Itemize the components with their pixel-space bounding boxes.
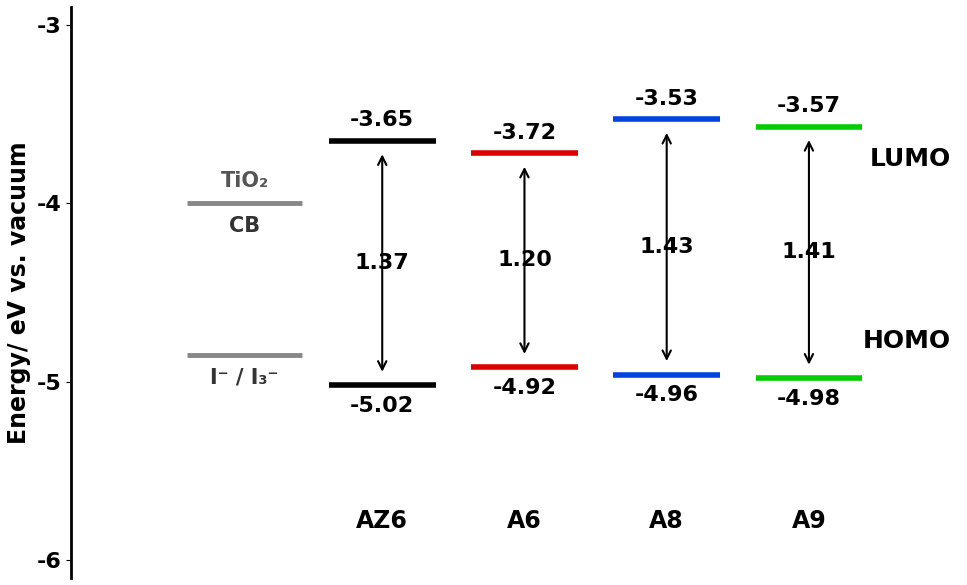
- Text: CB: CB: [229, 216, 260, 236]
- Text: A8: A8: [649, 510, 684, 534]
- Text: -4.98: -4.98: [777, 389, 841, 409]
- Text: -3.72: -3.72: [492, 123, 556, 143]
- Text: A6: A6: [507, 510, 542, 534]
- Text: LUMO: LUMO: [870, 147, 952, 171]
- Text: 1.37: 1.37: [355, 253, 410, 273]
- Text: TiO₂: TiO₂: [220, 171, 269, 191]
- Text: I⁻ / I₃⁻: I⁻ / I₃⁻: [210, 367, 278, 387]
- Text: 1.41: 1.41: [781, 242, 836, 262]
- Text: -3.65: -3.65: [350, 110, 414, 130]
- Text: -3.53: -3.53: [634, 89, 698, 109]
- Text: -5.02: -5.02: [350, 396, 414, 416]
- Text: -4.96: -4.96: [634, 386, 699, 405]
- Text: HOMO: HOMO: [863, 329, 952, 353]
- Text: 1.43: 1.43: [639, 237, 694, 257]
- Text: 1.20: 1.20: [497, 250, 552, 270]
- Y-axis label: Energy/ eV vs. vacuum: Energy/ eV vs. vacuum: [7, 141, 31, 444]
- Text: -3.57: -3.57: [777, 96, 841, 116]
- Text: -4.92: -4.92: [492, 378, 556, 398]
- Text: A9: A9: [792, 510, 827, 534]
- Text: AZ6: AZ6: [356, 510, 408, 534]
